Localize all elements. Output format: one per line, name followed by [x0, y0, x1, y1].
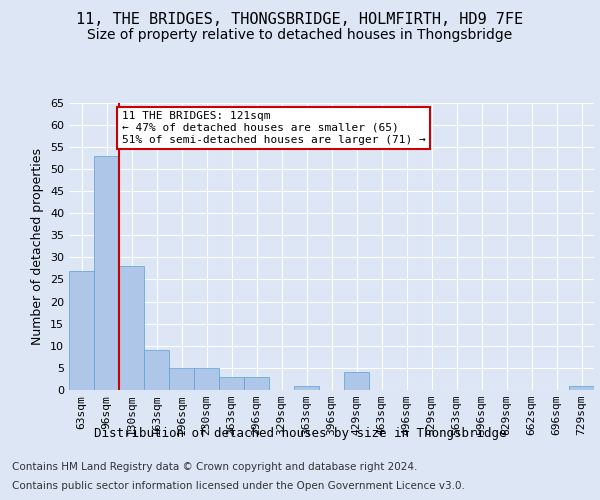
- Bar: [69, 270, 94, 390]
- Text: Size of property relative to detached houses in Thongsbridge: Size of property relative to detached ho…: [88, 28, 512, 42]
- Text: Contains public sector information licensed under the Open Government Licence v3: Contains public sector information licen…: [12, 481, 465, 491]
- Y-axis label: Number of detached properties: Number of detached properties: [31, 148, 44, 345]
- Bar: [244, 376, 269, 390]
- Bar: [294, 386, 319, 390]
- Text: Contains HM Land Registry data © Crown copyright and database right 2024.: Contains HM Land Registry data © Crown c…: [12, 462, 418, 472]
- Bar: [219, 376, 244, 390]
- Bar: [119, 266, 144, 390]
- Text: 11 THE BRIDGES: 121sqm
← 47% of detached houses are smaller (65)
51% of semi-det: 11 THE BRIDGES: 121sqm ← 47% of detached…: [121, 112, 425, 144]
- Bar: [169, 368, 194, 390]
- Bar: [569, 386, 594, 390]
- Text: 11, THE BRIDGES, THONGSBRIDGE, HOLMFIRTH, HD9 7FE: 11, THE BRIDGES, THONGSBRIDGE, HOLMFIRTH…: [76, 12, 524, 28]
- Bar: [144, 350, 169, 390]
- Bar: [94, 156, 119, 390]
- Text: Distribution of detached houses by size in Thongsbridge: Distribution of detached houses by size …: [94, 428, 506, 440]
- Bar: [194, 368, 219, 390]
- Bar: [344, 372, 369, 390]
